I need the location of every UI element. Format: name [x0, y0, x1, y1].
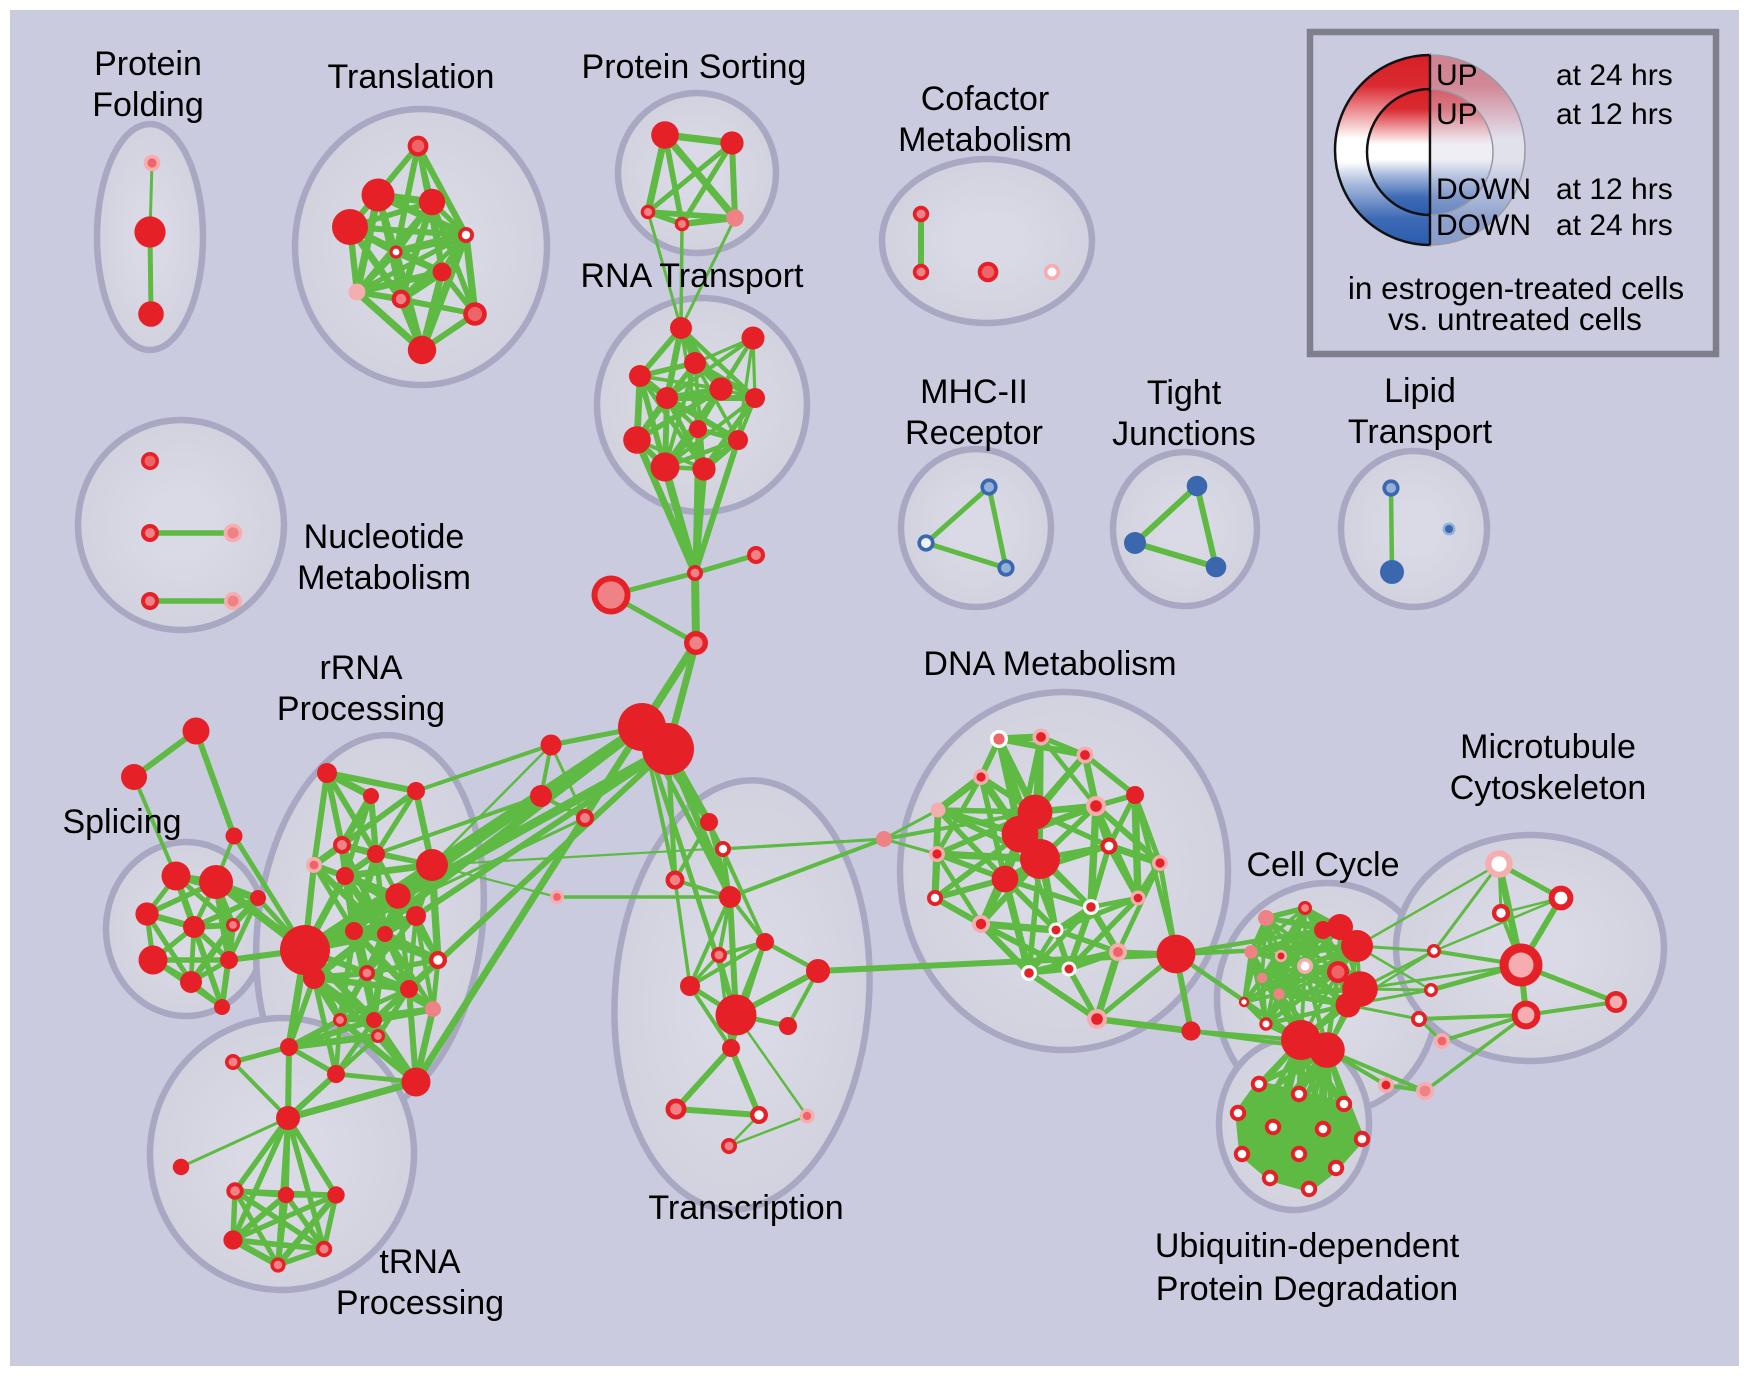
svg-text:at 12 hrs: at 12 hrs — [1556, 98, 1673, 131]
svg-text:tRNA: tRNA — [379, 1243, 461, 1281]
svg-text:Processing: Processing — [336, 1284, 504, 1322]
svg-text:Transcription: Transcription — [648, 1189, 843, 1227]
svg-text:UP: UP — [1436, 98, 1478, 131]
svg-text:Metabolism: Metabolism — [898, 121, 1072, 159]
svg-text:Metabolism: Metabolism — [297, 559, 471, 597]
svg-text:at 24 hrs: at 24 hrs — [1556, 209, 1673, 242]
svg-text:at 24 hrs: at 24 hrs — [1556, 59, 1673, 92]
svg-text:Lipid: Lipid — [1384, 372, 1456, 410]
svg-text:Receptor: Receptor — [905, 414, 1043, 452]
svg-text:Processing: Processing — [277, 690, 445, 728]
svg-text:Nucleotide: Nucleotide — [304, 518, 465, 556]
svg-text:rRNA: rRNA — [319, 649, 402, 687]
svg-text:Splicing: Splicing — [62, 803, 181, 841]
svg-text:Tight: Tight — [1147, 374, 1222, 412]
svg-text:Protein Degradation: Protein Degradation — [1156, 1270, 1458, 1308]
svg-text:RNA Transport: RNA Transport — [581, 257, 805, 295]
svg-text:Ubiquitin-dependent: Ubiquitin-dependent — [1155, 1227, 1460, 1265]
svg-text:in estrogen-treated cells: in estrogen-treated cells — [1348, 270, 1684, 306]
svg-text:at 12 hrs: at 12 hrs — [1556, 173, 1673, 206]
svg-text:UP: UP — [1436, 59, 1478, 92]
svg-text:Transport: Transport — [1348, 413, 1493, 451]
svg-text:DOWN: DOWN — [1436, 209, 1531, 242]
svg-text:Protein Sorting: Protein Sorting — [582, 48, 807, 86]
svg-text:Folding: Folding — [92, 86, 204, 124]
svg-text:MHC-II: MHC-II — [920, 373, 1028, 411]
svg-text:Junctions: Junctions — [1112, 415, 1256, 453]
svg-text:Cofactor: Cofactor — [921, 80, 1050, 118]
svg-text:DOWN: DOWN — [1436, 173, 1531, 206]
svg-text:Protein: Protein — [94, 45, 202, 83]
svg-text:vs. untreated cells: vs. untreated cells — [1388, 301, 1642, 337]
svg-text:Translation: Translation — [328, 58, 495, 96]
svg-text:Cell Cycle: Cell Cycle — [1246, 846, 1399, 884]
svg-text:Microtubule: Microtubule — [1460, 728, 1636, 766]
svg-text:Cytoskeleton: Cytoskeleton — [1450, 769, 1647, 807]
svg-text:DNA Metabolism: DNA Metabolism — [923, 645, 1176, 683]
